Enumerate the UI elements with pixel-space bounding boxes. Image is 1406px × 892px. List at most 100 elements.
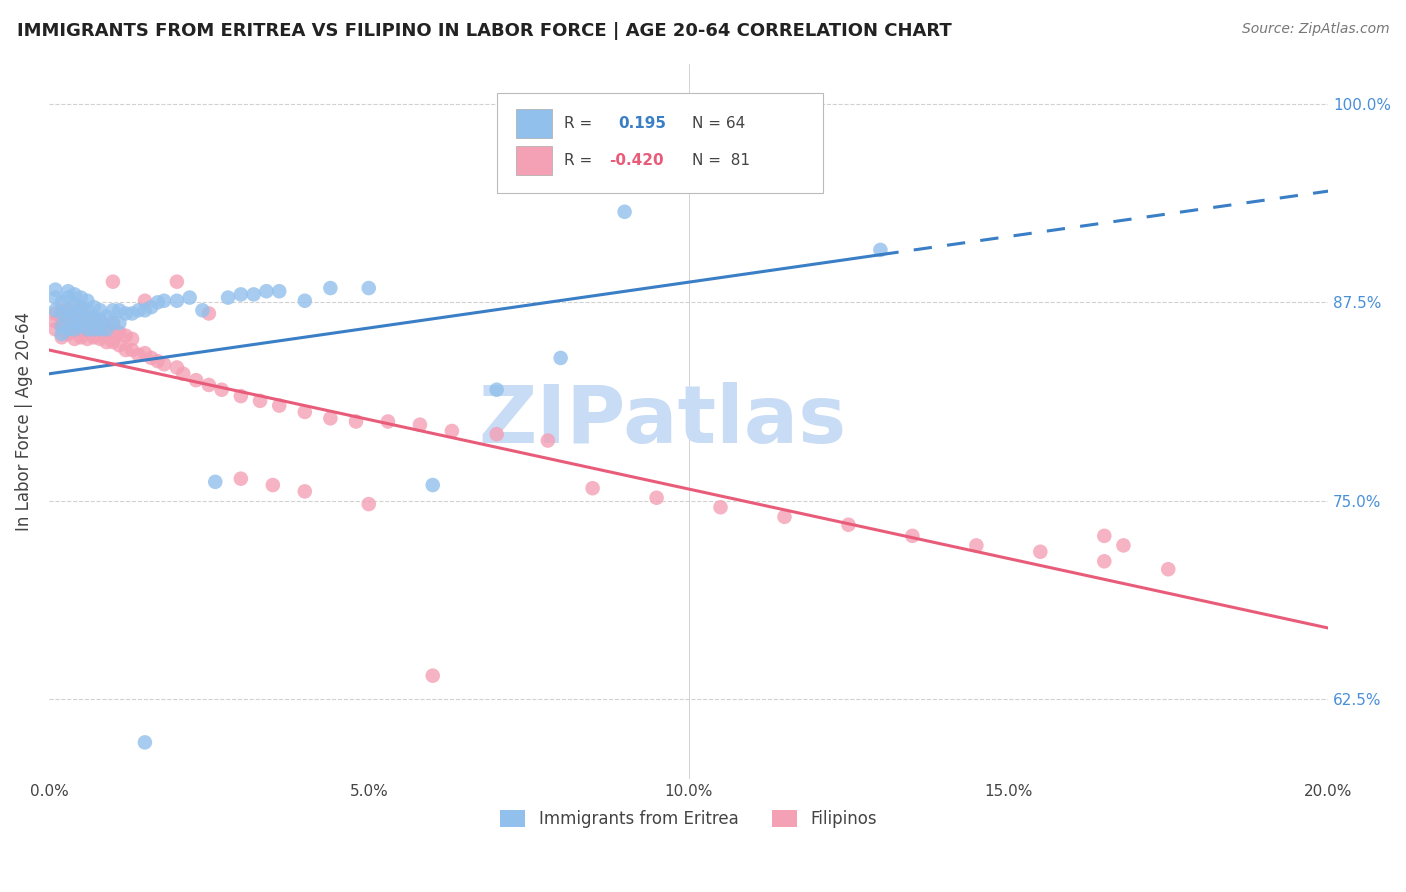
Point: [128, 348, 150, 362]
Point: [440, 424, 463, 438]
Point: [63, 322, 86, 336]
Point: [121, 306, 143, 320]
Point: [89, 303, 111, 318]
Point: [89, 313, 111, 327]
Point: [63, 297, 86, 311]
Point: [96, 322, 118, 336]
Point: [76, 293, 98, 308]
Point: [422, 668, 444, 682]
Point: [108, 303, 131, 318]
Point: [44, 303, 66, 318]
Point: [166, 293, 188, 308]
Point: [357, 497, 380, 511]
Point: [70, 322, 93, 336]
Point: [965, 538, 987, 552]
Point: [51, 319, 73, 334]
Legend: Immigrants from Eritrea, Filipinos: Immigrants from Eritrea, Filipinos: [494, 804, 883, 835]
Point: [249, 393, 271, 408]
Point: [63, 322, 86, 336]
Point: [357, 281, 380, 295]
Text: ZIPatlas: ZIPatlas: [479, 383, 846, 460]
Point: [44, 306, 66, 320]
Point: [179, 291, 201, 305]
Point: [198, 378, 221, 392]
Point: [83, 300, 105, 314]
Point: [63, 303, 86, 318]
Point: [269, 284, 291, 298]
Point: [269, 399, 291, 413]
Point: [128, 303, 150, 318]
Point: [51, 303, 73, 318]
Point: [63, 287, 86, 301]
Point: [1092, 554, 1115, 568]
Point: [166, 275, 188, 289]
Point: [108, 316, 131, 330]
Point: [121, 332, 143, 346]
Text: N =  81: N = 81: [692, 153, 751, 168]
Point: [141, 300, 163, 314]
Point: [70, 319, 93, 334]
Point: [56, 311, 79, 326]
Point: [83, 322, 105, 336]
Point: [1112, 538, 1135, 552]
Point: [409, 417, 432, 432]
Text: N = 64: N = 64: [692, 116, 745, 131]
Point: [262, 478, 284, 492]
Point: [89, 322, 111, 336]
Point: [56, 291, 79, 305]
Point: [581, 481, 603, 495]
Point: [254, 284, 277, 298]
Point: [83, 322, 105, 336]
Point: [89, 322, 111, 336]
Point: [678, 179, 700, 194]
Point: [153, 293, 176, 308]
Point: [56, 319, 79, 334]
Point: [184, 373, 207, 387]
Text: 0.195: 0.195: [619, 116, 666, 131]
Point: [101, 326, 124, 340]
Point: [121, 343, 143, 357]
Point: [70, 311, 93, 326]
Point: [1157, 562, 1180, 576]
Point: [76, 322, 98, 336]
Point: [101, 316, 124, 330]
Point: [51, 319, 73, 334]
Text: Source: ZipAtlas.com: Source: ZipAtlas.com: [1241, 22, 1389, 37]
Point: [1029, 545, 1052, 559]
Point: [89, 313, 111, 327]
Point: [114, 343, 136, 357]
Point: [44, 283, 66, 297]
Point: [217, 291, 239, 305]
Point: [83, 311, 105, 326]
Point: [709, 500, 731, 515]
Point: [96, 310, 118, 324]
Point: [146, 295, 169, 310]
Point: [837, 517, 859, 532]
Point: [134, 735, 156, 749]
Point: [114, 328, 136, 343]
Point: [56, 303, 79, 318]
Point: [76, 313, 98, 327]
Point: [773, 509, 796, 524]
Point: [101, 316, 124, 330]
Point: [56, 322, 79, 336]
Point: [377, 415, 399, 429]
Point: [70, 300, 93, 314]
Point: [422, 478, 444, 492]
Point: [485, 427, 508, 442]
Point: [101, 303, 124, 318]
Point: [96, 322, 118, 336]
Point: [319, 411, 342, 425]
Point: [537, 434, 560, 448]
Point: [773, 157, 796, 171]
Point: [134, 346, 156, 360]
Point: [191, 303, 214, 318]
Bar: [516, 109, 551, 137]
Point: [114, 306, 136, 320]
Point: [63, 314, 86, 328]
Point: [294, 405, 316, 419]
Text: IMMIGRANTS FROM ERITREA VS FILIPINO IN LABOR FORCE | AGE 20-64 CORRELATION CHART: IMMIGRANTS FROM ERITREA VS FILIPINO IN L…: [17, 22, 952, 40]
Point: [166, 360, 188, 375]
Point: [108, 326, 131, 340]
Point: [63, 316, 86, 330]
